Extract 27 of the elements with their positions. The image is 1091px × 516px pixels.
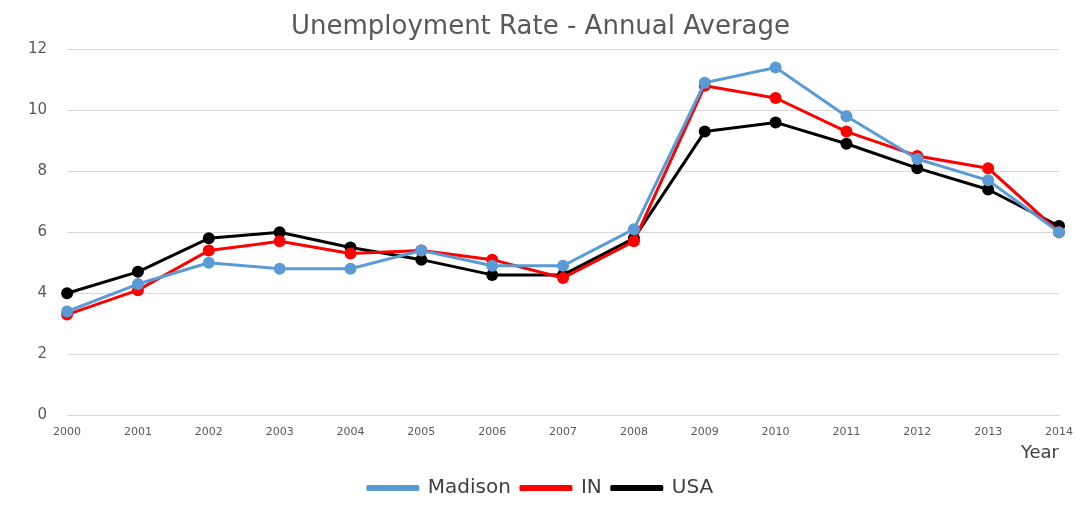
x-tick-label: 2005: [407, 424, 436, 438]
chart-title: Unemployment Rate - Annual Average: [290, 10, 791, 41]
x-tick-label: 2011: [832, 424, 861, 438]
legend-label: Madison: [427, 474, 511, 499]
x-tick-label: 2004: [336, 424, 365, 438]
x-axis-title: Year: [1019, 440, 1060, 462]
x-tick-label: 2012: [903, 424, 932, 438]
x-tick-label: 2002: [194, 424, 223, 438]
x-tick-label: 2008: [619, 424, 648, 438]
x-tick-label: 2014: [1045, 424, 1073, 438]
y-tick-label: 2: [37, 344, 48, 363]
x-tick-label: 2007: [549, 424, 578, 438]
legend-label: USA: [671, 474, 714, 499]
legend-label: IN: [580, 474, 602, 499]
x-tick-label: 2013: [974, 424, 1003, 438]
x-tick-label: 2009: [690, 424, 719, 438]
x-tick-label: 2010: [761, 424, 790, 438]
y-tick-label: 0: [37, 405, 48, 424]
y-tick-label: 8: [37, 161, 48, 180]
x-tick-label: 2006: [478, 424, 507, 438]
y-tick-label: 12: [27, 39, 48, 58]
x-tick-label: 2003: [265, 424, 294, 438]
x-tick-label: 2000: [53, 424, 82, 438]
x-tick-label: 2001: [123, 424, 152, 438]
y-tick-label: 10: [27, 100, 48, 119]
y-tick-label: 6: [37, 222, 48, 241]
y-tick-label: 4: [37, 283, 48, 302]
